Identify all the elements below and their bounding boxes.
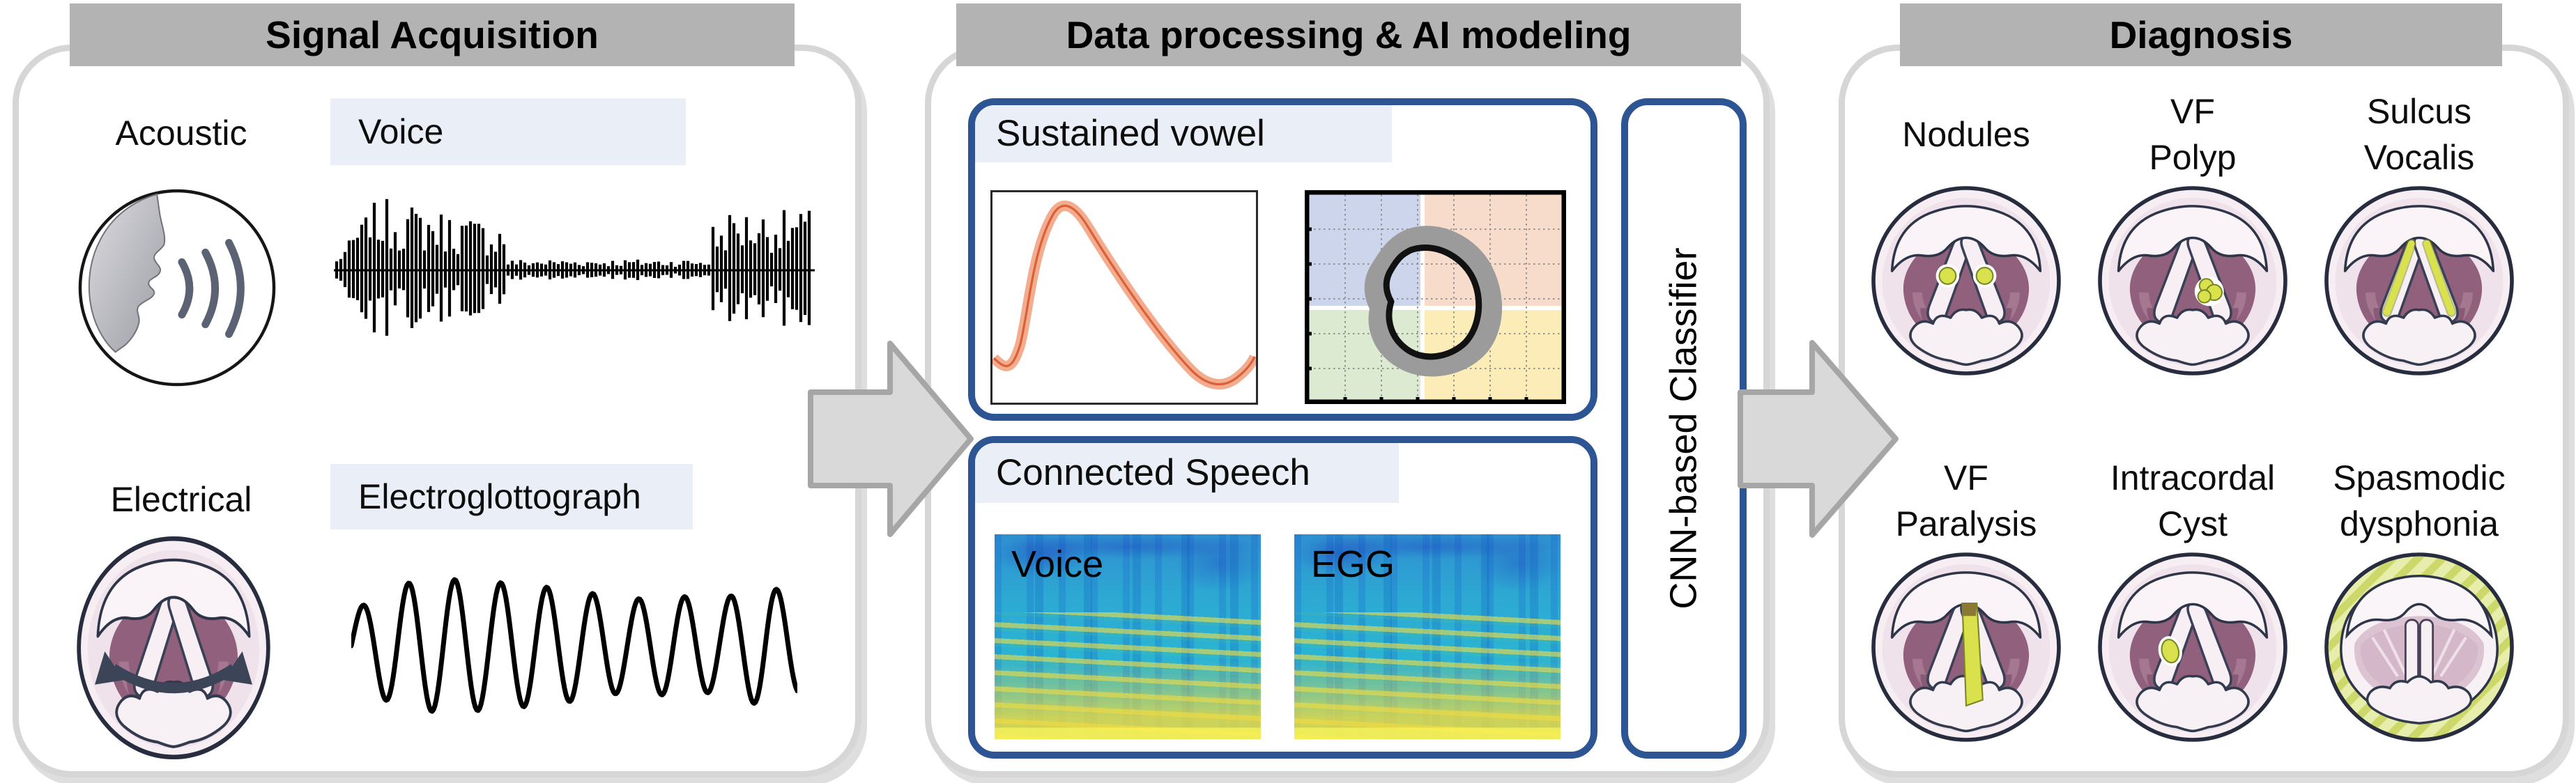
larynx-polyp-icon [2095,183,2290,378]
egg-spectrogram: EGG [1294,534,1561,739]
glottal-pulse-plot [990,190,1259,405]
egg-waveform [351,577,797,714]
larynx-spasmodic-icon [2322,550,2517,745]
signal-acquisition-panel: Acoustic Voice Electrical Electroglottog… [13,45,861,777]
condition-nodules: Nodules [1855,86,2078,378]
connected-speech-label: Connected Speech [996,452,1310,493]
electroglottograph-chip-label: Electroglottograph [358,477,641,516]
paralysis-overlay [1961,602,1984,707]
diagnosis-header: Diagnosis [1900,3,2502,66]
condition-vf-polyp: VF Polyp [2081,86,2304,378]
larynx-paralysis-icon [1869,550,2064,745]
curve-mean-line [992,204,1256,386]
sustained-vowel-box: Sustained vowel [968,98,1597,421]
voice-chip: Voice [330,98,686,165]
condition-vf-paralysis: VF Paralysis [1855,452,2078,745]
polyp-overlay [2194,277,2224,307]
condition-label: Nodules [1902,115,2030,154]
axis-ticks [1305,227,1528,404]
electroglottograph-chip: Electroglottograph [330,464,693,529]
data-processing-panel: Sustained vowel [925,45,1770,777]
egg-spectrogram-label: EGG [1311,543,1395,585]
voice-spectrogram: Voice [995,534,1261,739]
voice-chip-label: Voice [358,112,444,151]
trajectory-loop [1364,226,1503,377]
condition-intracordal-cyst: Intracordal Cyst [2081,452,2304,745]
condition-label: Sulcus Vocalis [2363,92,2475,177]
voice-spectrogram-label: Voice [1011,543,1104,585]
vibration-arrow-icon [95,651,252,694]
acoustic-label: Acoustic [115,114,247,153]
cnn-classifier-label: CNN-based Classifier [1663,247,1705,610]
condition-label: VF Polyp [2149,92,2237,177]
larynx-nodules-icon [1869,183,2064,378]
voice-waveform [334,199,815,336]
cyst-overlay [2158,636,2182,667]
larynx-icon [74,533,273,763]
signal-acquisition-header: Signal Acquisition [70,3,795,66]
sustained-vowel-label-bg [975,105,1392,162]
connected-speech-label-bg [975,443,1399,503]
sustained-vowel-label: Sustained vowel [996,113,1265,154]
data-processing-title: Data processing & AI modeling [1066,13,1632,56]
condition-label: Spasmodic dysphonia [2333,458,2506,543]
condition-sulcus-vocalis: Sulcus Vocalis [2308,86,2531,378]
data-processing-header: Data processing & AI modeling [956,3,1741,66]
nodules-overlay [1935,264,1997,288]
condition-label: VF Paralysis [1895,458,2037,543]
condition-label: Intracordal Cyst [2110,458,2276,543]
electrical-label: Electrical [110,480,252,519]
diagnosis-title: Diagnosis [2109,13,2293,56]
connected-speech-box: Connected Speech Voice EGG [968,436,1597,759]
diagnosis-panel: Nodules VF Polyp [1839,45,2569,777]
signal-acquisition-title: Signal Acquisition [266,13,599,56]
condition-spasmodic-dysphonia: Spasmodic dysphonia [2308,452,2531,745]
sulcus-overlay [2382,238,2457,317]
curve-confidence-band [990,201,1259,390]
larynx-sulcus-icon [2322,183,2517,378]
phase-portrait-plot [1305,190,1566,404]
cnn-classifier-box: CNN-based Classifier [1621,98,1747,759]
speaking-face-icon [77,187,277,388]
larynx-cyst-icon [2095,550,2290,745]
